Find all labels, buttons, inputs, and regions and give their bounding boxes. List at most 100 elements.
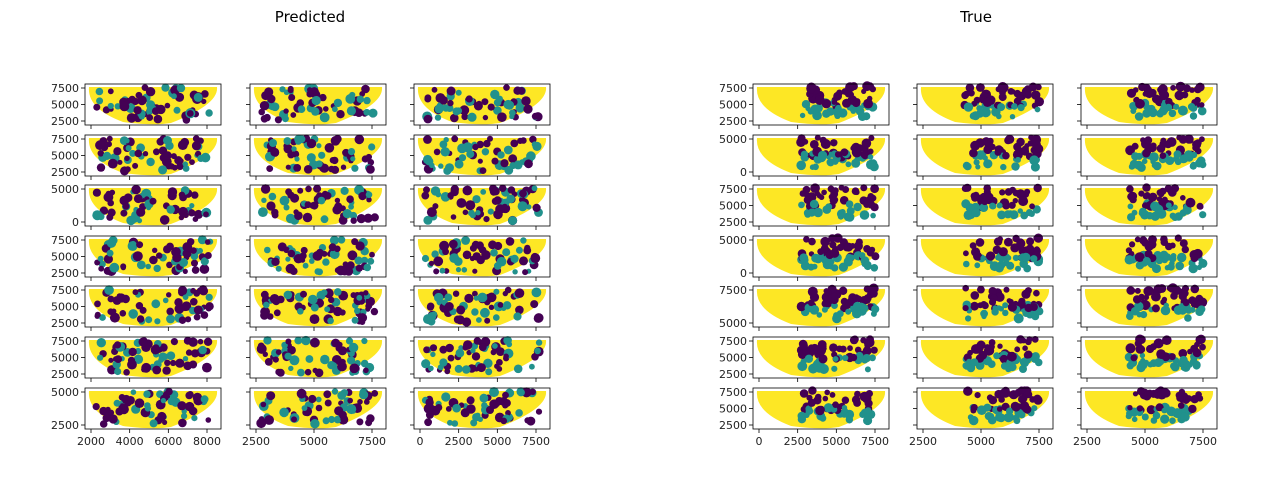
spot-class-0 xyxy=(439,345,448,354)
spot-class-0 xyxy=(486,406,494,414)
spot-class-1 xyxy=(173,106,181,114)
spot-class-0 xyxy=(834,151,842,158)
spot-class-1 xyxy=(1153,358,1163,367)
subplot-panel: 2500 5000 7500 xyxy=(51,284,222,331)
spot-class-0 xyxy=(483,139,491,148)
subplot-panel: 2500 5000 7500 xyxy=(51,335,222,382)
spot-class-1 xyxy=(870,310,877,317)
spot-class-1 xyxy=(1177,252,1187,263)
spot-class-1 xyxy=(113,399,121,407)
spot-class-0 xyxy=(1012,198,1018,204)
spot-class-1 xyxy=(454,159,464,169)
spot-class-0 xyxy=(1185,395,1193,402)
spot-class-1 xyxy=(1188,263,1198,274)
spot-class-1 xyxy=(515,246,523,254)
spot-class-0 xyxy=(153,148,160,156)
spot-class-0 xyxy=(132,251,143,262)
spot-class-1 xyxy=(994,263,1004,273)
spot-class-1 xyxy=(967,204,975,212)
spot-class-0 xyxy=(305,185,312,193)
spot-class-1 xyxy=(831,302,838,309)
x-tick-label: 7500 xyxy=(1025,435,1053,448)
spot-class-1 xyxy=(1179,355,1188,365)
spot-class-0 xyxy=(260,115,269,123)
spot-class-0 xyxy=(313,184,322,193)
spot-class-1 xyxy=(289,355,300,366)
spot-class-0 xyxy=(804,192,811,200)
spot-class-0 xyxy=(1144,250,1153,258)
spot-class-0 xyxy=(862,346,872,356)
spot-class-0 xyxy=(445,406,452,412)
spot-class-0 xyxy=(1132,391,1139,397)
spot-class-1 xyxy=(821,306,828,313)
spot-class-1 xyxy=(842,354,849,362)
spot-class-0 xyxy=(998,247,1008,257)
spot-class-0 xyxy=(119,101,130,112)
spot-class-1 xyxy=(520,237,527,244)
subplot-panel: 2500 5000 7500 xyxy=(1073,386,1218,448)
spot-class-0 xyxy=(1134,287,1141,294)
spot-class-1 xyxy=(449,253,460,263)
spot-class-0 xyxy=(121,394,131,404)
spot-class-0 xyxy=(523,246,532,255)
y-tick-label: 5000 xyxy=(51,386,79,399)
spot-class-0 xyxy=(817,405,825,414)
spot-class-0 xyxy=(350,217,357,224)
spot-class-1 xyxy=(814,103,823,113)
subplot-panel: 0 2500 5000 7500 xyxy=(410,387,551,448)
spot-class-1 xyxy=(1187,103,1196,111)
spot-class-1 xyxy=(443,166,452,175)
spot-class-0 xyxy=(529,388,536,395)
spot-class-0 xyxy=(1020,337,1027,344)
spot-class-1 xyxy=(515,103,525,113)
spot-class-0 xyxy=(1170,84,1176,91)
spot-class-0 xyxy=(191,191,199,199)
spot-class-0 xyxy=(108,357,114,363)
x-tick-label: 7500 xyxy=(1189,435,1217,448)
spot-class-1 xyxy=(342,209,352,219)
spot-class-1 xyxy=(346,106,356,116)
x-tick-label: 5000 xyxy=(822,435,850,448)
spot-class-1 xyxy=(1193,360,1201,369)
spot-class-1 xyxy=(200,395,209,404)
spot-class-1 xyxy=(1177,105,1188,116)
spot-class-1 xyxy=(853,202,862,212)
spot-class-1 xyxy=(1163,302,1170,309)
spot-class-0 xyxy=(288,94,296,101)
spot-class-1 xyxy=(1030,255,1038,263)
spot-class-0 xyxy=(193,313,201,321)
spot-class-1 xyxy=(993,352,1001,360)
spot-class-1 xyxy=(822,205,832,214)
spot-class-0 xyxy=(986,251,996,261)
spot-class-1 xyxy=(328,415,336,424)
spot-class-1 xyxy=(350,156,356,162)
subplot-panel xyxy=(410,83,551,129)
spot-class-1 xyxy=(979,203,989,213)
axes-frame xyxy=(916,134,1054,177)
spot-class-0 xyxy=(1183,84,1191,93)
y-tick-label: 5000 xyxy=(719,133,747,146)
spot-class-1 xyxy=(176,83,186,93)
spot-class-1 xyxy=(156,391,162,397)
spot-class-0 xyxy=(357,399,363,405)
spot-class-1 xyxy=(807,263,815,271)
spot-class-0 xyxy=(123,369,130,376)
spot-class-1 xyxy=(863,415,873,426)
spot-class-0 xyxy=(285,263,296,274)
spot-class-1 xyxy=(480,307,490,318)
spot-class-0 xyxy=(186,391,194,398)
spot-class-0 xyxy=(841,396,850,404)
spot-class-0 xyxy=(500,159,509,168)
spot-class-1 xyxy=(870,212,876,219)
spot-class-0 xyxy=(481,248,488,255)
spot-class-1 xyxy=(1182,205,1192,215)
spot-class-0 xyxy=(1135,334,1145,345)
x-tick-label: 7500 xyxy=(522,435,550,448)
spot-class-1 xyxy=(1002,302,1009,309)
spot-class-1 xyxy=(845,161,852,168)
spot-class-0 xyxy=(803,236,810,243)
spot-class-1 xyxy=(351,164,359,172)
spot-class-0 xyxy=(866,200,876,209)
spot-class-0 xyxy=(97,150,105,157)
spot-class-0 xyxy=(842,98,851,108)
